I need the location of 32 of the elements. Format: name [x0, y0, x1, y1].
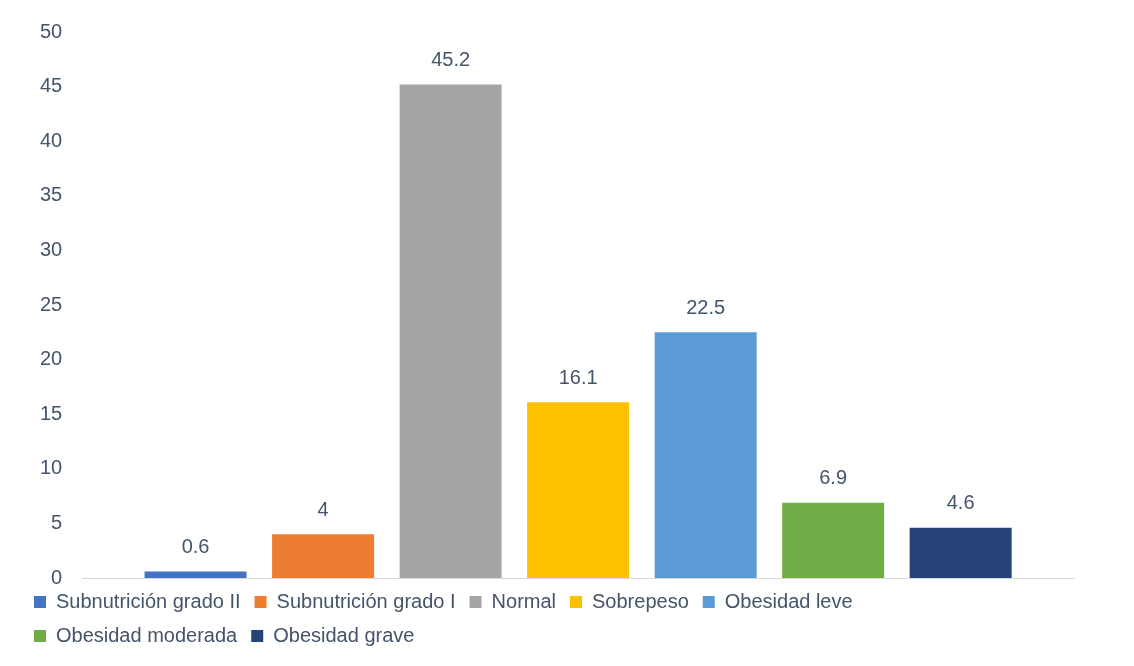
y-tick-label: 35 [40, 183, 63, 206]
y-tick-label: 30 [40, 237, 63, 260]
legend-label: Subnutrición grado I [276, 589, 456, 612]
data-label: 6.9 [819, 466, 848, 489]
legend-label: Obesidad grave [273, 623, 415, 646]
y-tick-label: 50 [40, 19, 63, 42]
y-tick-label: 0 [51, 565, 63, 588]
data-label: 45.2 [431, 47, 471, 70]
bar [272, 534, 375, 578]
legend-label: Sobrepeso [592, 589, 689, 612]
data-label: 4 [317, 497, 329, 520]
legend-label: Normal [491, 589, 557, 612]
data-label: 0.6 [181, 534, 210, 557]
bar [909, 527, 1012, 578]
y-tick-label: 15 [40, 401, 63, 424]
bar [782, 502, 885, 578]
legend-label: Obesidad moderada [56, 623, 239, 646]
bar [144, 571, 247, 578]
data-label: 16.1 [558, 365, 598, 388]
y-tick-label: 25 [40, 292, 63, 315]
y-tick-label: 5 [51, 510, 63, 533]
y-tick-label: 20 [40, 347, 63, 370]
data-label: 4.6 [946, 491, 975, 514]
bar [399, 84, 502, 578]
legend-label: Obesidad leve [724, 589, 853, 612]
legend-label: Subnutrición grado II [56, 589, 241, 612]
y-tick-label: 40 [40, 128, 63, 151]
data-label: 22.5 [686, 295, 726, 318]
y-tick-label: 45 [40, 74, 63, 97]
y-tick-label: 10 [40, 456, 63, 479]
bar [654, 332, 757, 578]
bar [527, 402, 630, 578]
